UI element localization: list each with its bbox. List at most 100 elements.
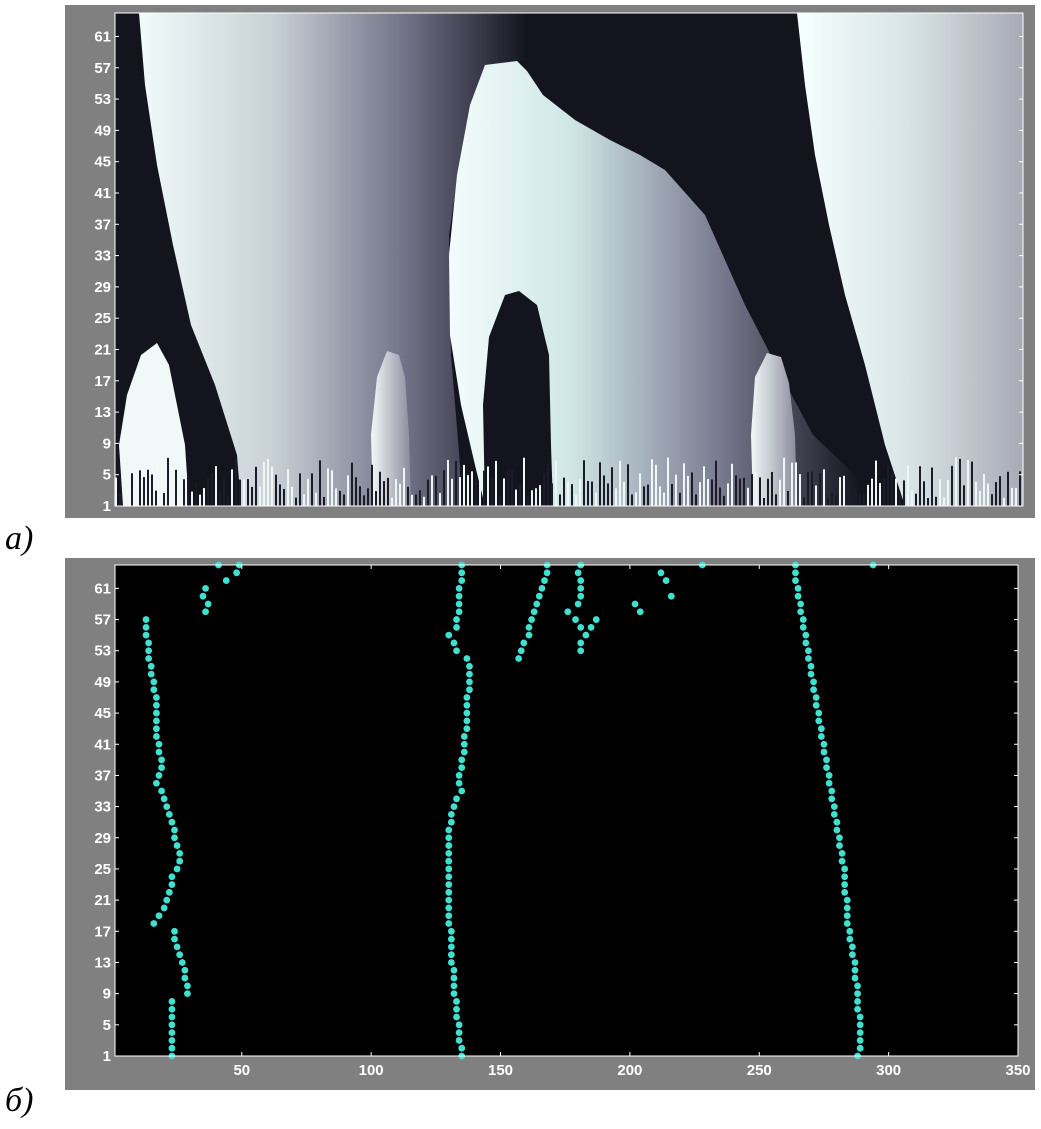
phase-stripe: [263, 461, 265, 506]
ridge-point: [445, 865, 453, 873]
ridge-point: [168, 818, 176, 826]
ridge-point: [163, 803, 171, 811]
phase-stripe: [919, 466, 921, 506]
ridge-point: [168, 1005, 176, 1013]
ridge-points-x-axis: 50 100 150 200 250 300 350: [233, 565, 1031, 1079]
ridge-point: [450, 974, 458, 982]
ridge-point: [168, 873, 176, 881]
phase-stripe: [215, 466, 217, 506]
phase-stripe: [691, 472, 693, 506]
phase-stripe: [147, 469, 149, 506]
ridge-point: [150, 686, 158, 694]
phase-stripe: [719, 487, 721, 506]
ridge-point: [455, 584, 463, 592]
ridge-point: [587, 623, 595, 631]
phase-stripe: [255, 466, 257, 506]
phase-stripe: [611, 467, 613, 506]
ridge-point: [854, 1005, 861, 1013]
ridge-point: [450, 966, 458, 974]
phase-map-chart: 1 5 9 13 17 21 25 29 33 37 41 45 49 53 57 61: [94, 12, 1024, 515]
ridge-point: [142, 623, 150, 631]
y-tick-label: 45: [94, 154, 111, 171]
ridge-point: [445, 920, 453, 927]
y-tick-label: 21: [94, 341, 111, 358]
ridge-point: [838, 857, 846, 865]
ridge-point: [445, 904, 453, 912]
phase-stripe: [863, 493, 865, 506]
ridge-point: [455, 1037, 463, 1044]
phase-stripe: [127, 494, 129, 506]
phase-stripe: [795, 462, 797, 506]
phase-stripe: [775, 494, 777, 506]
ridge-point: [445, 631, 453, 639]
phase-stripe: [787, 490, 789, 506]
phase-stripe: [747, 487, 749, 506]
ridge-point: [160, 795, 168, 803]
ridge-point: [184, 982, 191, 990]
ridge-point: [158, 756, 165, 764]
phase-stripe: [319, 460, 321, 506]
ridge-point: [794, 584, 802, 592]
phase-stripe: [315, 492, 317, 506]
phase-stripe: [279, 484, 281, 506]
phase-region: [483, 291, 553, 506]
y-tick-label: 45: [94, 705, 111, 722]
phase-stripe: [247, 479, 249, 506]
phase-fine-scale-region: [115, 457, 1021, 506]
ridge-point: [830, 803, 838, 811]
phase-stripe: [159, 458, 161, 506]
y-tick-label: 37: [94, 216, 111, 233]
y-tick-label: 33: [94, 248, 111, 265]
phase-stripe: [827, 497, 829, 506]
ridge-series: [142, 616, 191, 1060]
x-tick-label: 250: [747, 1062, 772, 1079]
ridge-point: [445, 849, 453, 857]
ridge-point: [181, 974, 189, 982]
phase-stripe: [995, 482, 997, 506]
y-tick-label: 41: [94, 736, 111, 753]
phase-stripe: [595, 492, 597, 506]
ridge-point: [466, 686, 473, 694]
phase-map-y-axis: 1 5 9 13 17 21 25 29 33 37 41 45 49 53 57 61: [94, 28, 1023, 515]
phase-stripe: [547, 463, 549, 506]
phase-stripe: [483, 470, 485, 506]
phase-stripe: [695, 494, 697, 506]
phase-stripe: [299, 473, 301, 506]
ridge-point: [202, 584, 209, 592]
ridge-point: [184, 990, 191, 998]
ridge-point: [836, 834, 843, 842]
ridge-point: [204, 600, 212, 608]
phase-stripe: [635, 492, 637, 506]
ridge-point: [142, 631, 150, 639]
ridge-point: [843, 920, 851, 927]
phase-stripe: [443, 470, 445, 506]
phase-stripe: [459, 477, 461, 506]
phase-stripe: [951, 465, 953, 506]
phase-stripe: [139, 470, 141, 506]
ridge-points: [142, 561, 877, 1060]
ridge-point: [856, 1029, 864, 1037]
ridge-point: [843, 904, 851, 912]
phase-stripe: [251, 486, 253, 506]
ridge-point: [155, 748, 163, 756]
ridge-point: [463, 655, 471, 662]
x-tick-label: 350: [1005, 1062, 1030, 1079]
ridge-point: [181, 966, 189, 974]
ridge-point: [841, 873, 849, 881]
phase-stripe: [187, 475, 189, 506]
phase-stripe: [599, 462, 601, 506]
ridge-point: [797, 600, 805, 608]
ridge-point: [525, 631, 533, 639]
ridge-point: [168, 1044, 176, 1052]
x-tick-label: 50: [233, 1062, 250, 1079]
ridge-point: [574, 569, 582, 577]
ridge-point: [458, 756, 466, 764]
phase-stripe: [227, 495, 229, 506]
phase-stripe: [631, 494, 633, 506]
ridge-point: [851, 974, 859, 982]
ridge-point: [458, 1044, 466, 1052]
phase-stripe: [199, 494, 201, 506]
ridge-points-panel: 1 5 9 13 17 21 25 29 33 37 41 45 49 53 57 61 50 100 150 20…: [65, 558, 1035, 1090]
phase-stripe: [511, 469, 513, 506]
phase-stripe: [963, 485, 965, 506]
